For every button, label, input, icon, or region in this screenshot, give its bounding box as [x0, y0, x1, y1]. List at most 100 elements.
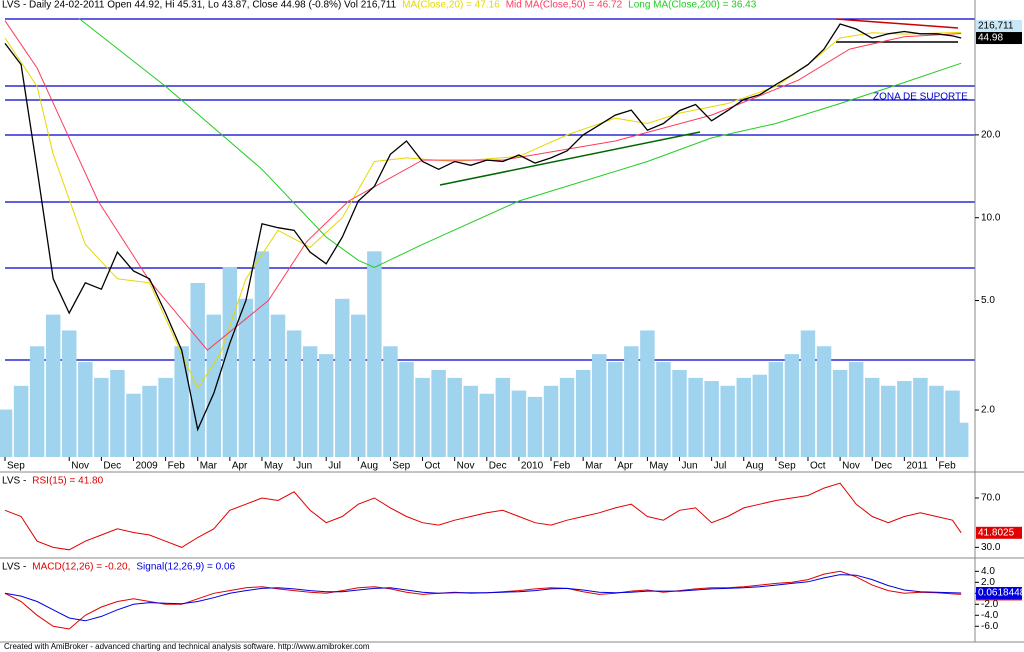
header-text: MA(Close,20) = 47.16: [402, 0, 500, 11]
x-tick-label: May: [649, 461, 668, 472]
trend-line: [835, 18, 959, 29]
last-value-label: 216,711: [978, 21, 1014, 32]
last-value-box: [976, 20, 1022, 32]
last-value-label: 0.0618448: [978, 588, 1024, 599]
x-tick-label: Nov: [842, 461, 860, 472]
volume-bar: [45, 314, 61, 457]
y-tick-label: 30.0: [981, 542, 1001, 553]
volume-bar: [367, 251, 382, 457]
x-tick-label: Oct: [810, 461, 826, 472]
last-value-box: [976, 586, 1022, 599]
volume-bar: [720, 385, 735, 457]
support-lines: [5, 18, 975, 361]
header-text: Mid MA(Close,50) = 46.72: [506, 0, 623, 11]
x-tick-label: Sep: [778, 461, 796, 472]
y-tick-label: -4.0: [981, 610, 999, 621]
volume-bar: [29, 346, 45, 457]
volume-bar: [463, 385, 478, 457]
volume-bar: [495, 377, 511, 457]
price-line: [4, 23, 962, 432]
volume-bar: [929, 385, 944, 457]
y-tick-label: 10.0: [981, 212, 1001, 223]
volume-bar: [447, 377, 462, 457]
x-tick-label: 2011: [906, 461, 928, 472]
volume-bar: [816, 346, 832, 457]
volume-bar: [688, 377, 703, 457]
x-tick-label: Jul: [714, 461, 727, 472]
x-tick-label: Feb: [553, 461, 571, 472]
volume-bar: [864, 377, 880, 457]
volume-bar: [318, 354, 334, 457]
volume-bar: [608, 362, 623, 457]
x-tick-label: Dec: [489, 461, 507, 472]
volume-bar: [624, 346, 639, 457]
volume-bar: [736, 377, 751, 457]
header-text: Long MA(Close,200) = 36.43: [628, 0, 757, 11]
y-tick-label: 2.0: [981, 577, 995, 588]
x-tick-label: Aug: [746, 461, 764, 472]
volume-bar: [335, 298, 350, 457]
volume-bar: [142, 385, 157, 457]
volume-bar: [511, 390, 527, 457]
series-line: [4, 20, 962, 351]
x-tick-label: Mar: [585, 461, 603, 472]
volume-bar: [174, 346, 189, 457]
volume-bar: [559, 377, 575, 457]
trend-line: [439, 131, 701, 186]
volume-bar: [752, 374, 768, 457]
header-text: Signal(12,26,9) = 0.06: [136, 562, 235, 573]
volume-bar: [704, 381, 719, 457]
trend-lines: [439, 18, 959, 186]
x-tick-label: Sep: [392, 461, 410, 472]
volume-layer: [0, 251, 969, 457]
x-tick-label: Jun: [296, 461, 312, 472]
volume-bar: [238, 298, 254, 457]
volume-bar: [913, 377, 928, 457]
header-text: MACD(12,26) = -0.20,: [32, 562, 130, 573]
x-tick-label: Mar: [200, 461, 218, 472]
volume-bar: [0, 409, 13, 457]
volume-bar: [479, 393, 495, 457]
last-value-label: 41.8025: [978, 527, 1015, 538]
volume-bar: [800, 330, 816, 457]
x-tick-label: Dec: [103, 461, 121, 472]
volume-bar: [206, 314, 222, 457]
volume-bar: [13, 385, 29, 457]
volume-bar: [784, 354, 800, 457]
y-tick-label: 20.0: [981, 130, 1001, 141]
volume-bar: [953, 422, 969, 457]
volume-bar: [94, 377, 109, 457]
volume-bar: [575, 369, 591, 457]
y-tick-label: 5.0: [981, 295, 995, 306]
volume-bar: [768, 362, 784, 457]
volume-bar: [158, 377, 173, 457]
y-tick-label: 70.0: [981, 493, 1001, 504]
volume-bar: [399, 362, 414, 457]
volume-bar: [543, 385, 559, 457]
volume-bar: [126, 393, 141, 457]
header-text: RSI(15) = 41.80: [32, 476, 103, 487]
volume-bar: [848, 362, 864, 457]
x-tick-label: Apr: [617, 461, 633, 472]
x-tick-label: Dec: [874, 461, 892, 472]
volume-bar: [672, 369, 687, 457]
y-tick-label: -6.0: [981, 621, 999, 632]
annotation: ZONA DE SUPORTE: [873, 92, 968, 103]
x-tick-label: 2010: [521, 461, 544, 472]
volume-bar: [383, 346, 398, 457]
volume-bar: [832, 369, 848, 457]
x-tick-label: Jun: [682, 461, 698, 472]
series-line: [4, 482, 962, 551]
y-tick-label: -2.0: [981, 599, 999, 610]
volume-bar: [302, 346, 318, 457]
volume-bar: [897, 381, 912, 457]
last-value-label: 44.98: [978, 33, 1003, 44]
volume-bar: [640, 330, 655, 457]
volume-bar: [270, 314, 286, 457]
volume-bar: [62, 330, 77, 457]
volume-bar: [881, 385, 896, 457]
x-tick-label: Aug: [360, 461, 378, 472]
